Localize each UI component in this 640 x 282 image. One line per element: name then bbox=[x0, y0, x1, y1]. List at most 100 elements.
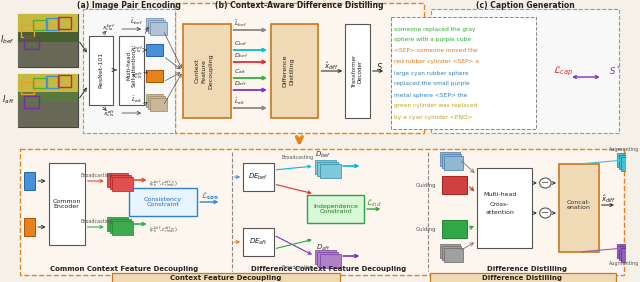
Bar bbox=[49, 163, 85, 245]
Bar bbox=[444, 248, 463, 262]
Text: Distilling: Distilling bbox=[289, 57, 294, 85]
Bar bbox=[146, 94, 163, 107]
Ellipse shape bbox=[540, 208, 551, 218]
Bar bbox=[444, 156, 463, 170]
Bar bbox=[442, 220, 467, 238]
Text: $\bar{L}_{bef}$: $\bar{L}_{bef}$ bbox=[234, 19, 246, 29]
Bar bbox=[243, 228, 274, 256]
Text: Multi-head: Multi-head bbox=[483, 193, 516, 197]
Text: $I_{aft}$: $I_{aft}$ bbox=[2, 94, 14, 106]
Bar bbox=[559, 164, 599, 252]
Text: Concat-
enation: Concat- enation bbox=[566, 200, 591, 210]
Bar bbox=[33, 78, 47, 88]
Text: $D_{aft}$: $D_{aft}$ bbox=[316, 243, 330, 253]
Bar bbox=[18, 32, 78, 42]
Bar bbox=[315, 160, 335, 174]
Text: $I_{bef}$: $I_{bef}$ bbox=[0, 34, 14, 46]
Bar bbox=[148, 96, 165, 109]
Text: $DE_{aft}$: $DE_{aft}$ bbox=[249, 237, 268, 247]
Bar bbox=[111, 273, 340, 282]
Text: (a) Image Pair Encoding: (a) Image Pair Encoding bbox=[77, 1, 180, 10]
Bar bbox=[243, 163, 274, 191]
Text: $(c_k^{bef}, c_{r(rnk)}^{aft+})$: $(c_k^{bef}, c_{r(rnk)}^{aft+})$ bbox=[148, 179, 177, 189]
Text: attention: attention bbox=[485, 210, 514, 215]
Text: Consistency
Constraint: Consistency Constraint bbox=[144, 197, 182, 207]
Text: $\hat{x}_{diff}$: $\hat{x}_{diff}$ bbox=[324, 60, 339, 72]
Text: large cyan rubber sphere: large cyan rubber sphere bbox=[394, 70, 468, 76]
Bar bbox=[440, 244, 460, 258]
Bar bbox=[21, 82, 35, 94]
Text: $\hat{x}_{diff}$: $\hat{x}_{diff}$ bbox=[601, 193, 616, 205]
Text: $D_{aft}$: $D_{aft}$ bbox=[234, 80, 246, 89]
Bar bbox=[18, 14, 78, 67]
Bar bbox=[321, 254, 341, 268]
Text: Cross-: Cross- bbox=[490, 202, 509, 206]
Text: Difference: Difference bbox=[282, 55, 287, 87]
Bar bbox=[146, 44, 163, 56]
Text: ResNet-101: ResNet-101 bbox=[99, 52, 104, 88]
Text: Multi-head: Multi-head bbox=[126, 50, 131, 80]
Bar bbox=[20, 149, 623, 275]
Bar bbox=[148, 20, 165, 33]
Bar bbox=[24, 218, 35, 236]
Text: Common
Encoder: Common Encoder bbox=[52, 199, 81, 210]
Text: Decoupling: Decoupling bbox=[208, 53, 213, 89]
Text: Broadcasting: Broadcasting bbox=[282, 265, 314, 270]
Text: $\bar{L}_{aft}$: $\bar{L}_{aft}$ bbox=[131, 95, 143, 105]
Bar bbox=[175, 3, 424, 133]
Bar bbox=[45, 76, 59, 88]
Bar bbox=[107, 173, 128, 187]
Bar bbox=[477, 168, 532, 248]
Text: sphere with a purple cube: sphere with a purple cube bbox=[394, 38, 471, 43]
Bar bbox=[619, 246, 638, 260]
Text: Broadcasting: Broadcasting bbox=[80, 173, 113, 177]
Text: Guiding: Guiding bbox=[416, 226, 436, 232]
Text: Common Context Feature Decoupling: Common Context Feature Decoupling bbox=[50, 266, 198, 272]
Text: Context: Context bbox=[195, 59, 200, 83]
Bar bbox=[129, 188, 197, 216]
Bar bbox=[119, 36, 144, 105]
Bar bbox=[109, 175, 131, 189]
Text: Difference Context Feature Decoupling: Difference Context Feature Decoupling bbox=[252, 266, 406, 272]
Bar bbox=[440, 152, 460, 166]
Bar bbox=[321, 164, 341, 178]
Bar bbox=[345, 24, 370, 118]
Bar bbox=[18, 74, 78, 92]
Bar bbox=[18, 14, 78, 32]
Bar bbox=[150, 22, 167, 35]
Bar bbox=[58, 75, 72, 87]
Text: $x^{aft}_{cls}$: $x^{aft}_{cls}$ bbox=[102, 109, 115, 119]
Bar bbox=[271, 24, 319, 118]
Text: Difference Distilling: Difference Distilling bbox=[487, 266, 567, 272]
Bar bbox=[315, 250, 335, 264]
Text: Broadcasting: Broadcasting bbox=[80, 219, 113, 224]
Bar bbox=[146, 70, 163, 82]
Text: Decoder: Decoder bbox=[358, 60, 363, 83]
Text: someone replaced the gray: someone replaced the gray bbox=[394, 27, 476, 32]
Text: $\bar{L}_{bef}$: $\bar{L}_{bef}$ bbox=[130, 17, 143, 27]
Text: $x^{bef}_{cls}$: $x^{bef}_{cls}$ bbox=[102, 23, 115, 33]
Bar bbox=[88, 36, 113, 105]
Bar bbox=[45, 18, 59, 30]
Bar bbox=[442, 246, 461, 260]
Bar bbox=[150, 98, 167, 111]
Bar bbox=[431, 9, 619, 133]
Bar bbox=[430, 273, 616, 282]
Bar bbox=[18, 102, 78, 127]
Text: Difference Distilling: Difference Distilling bbox=[483, 275, 563, 281]
Bar bbox=[442, 154, 461, 168]
Text: −: − bbox=[541, 208, 549, 218]
Bar bbox=[113, 177, 134, 191]
Text: green cylinder was replaced: green cylinder was replaced bbox=[394, 103, 477, 109]
Text: $S$: $S$ bbox=[376, 61, 383, 72]
Text: Independence
Constraint: Independence Constraint bbox=[313, 204, 358, 214]
Bar bbox=[621, 157, 640, 171]
Bar bbox=[146, 18, 163, 31]
Text: metal sphere <SEP> the: metal sphere <SEP> the bbox=[394, 92, 467, 98]
Text: Broadcasting: Broadcasting bbox=[282, 155, 314, 160]
Text: $\mathcal{L}_{cap}$: $\mathcal{L}_{cap}$ bbox=[553, 64, 574, 78]
Bar bbox=[58, 17, 72, 29]
Bar bbox=[107, 217, 128, 231]
Text: $D_{bef}$: $D_{bef}$ bbox=[316, 150, 331, 160]
Bar bbox=[317, 162, 339, 176]
